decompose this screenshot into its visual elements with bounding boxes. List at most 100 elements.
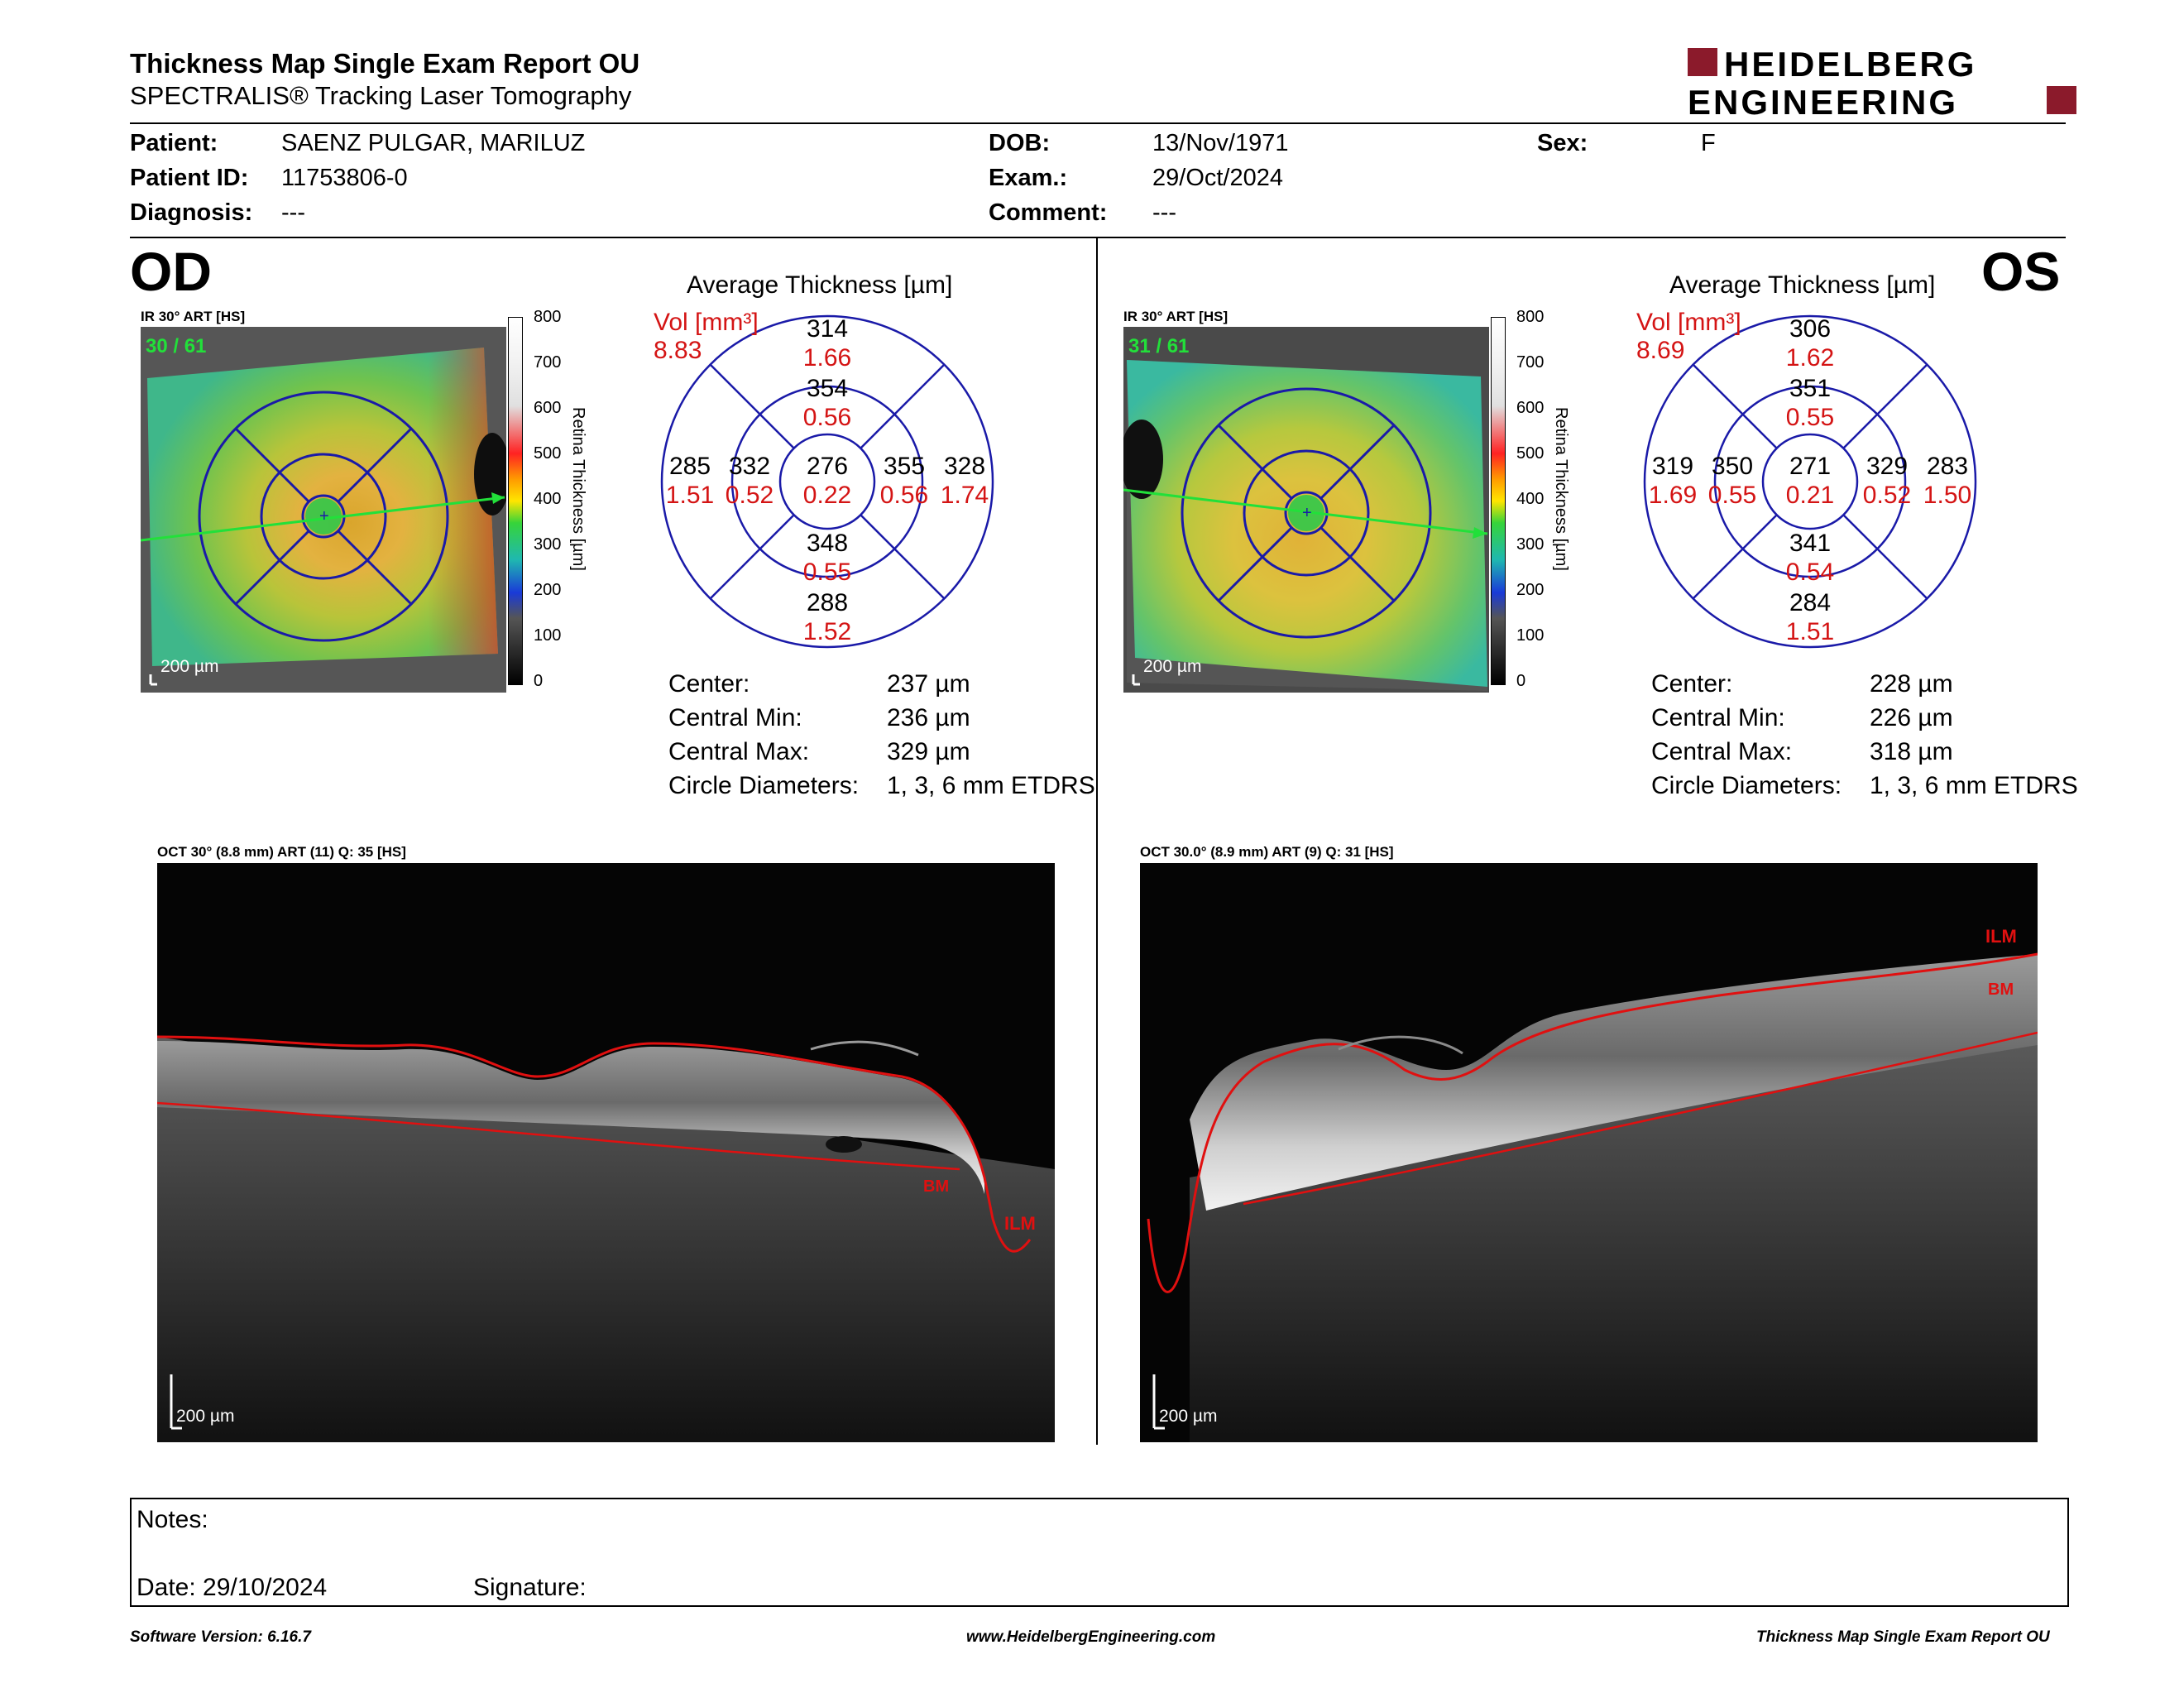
od-min-value: 236 µm xyxy=(887,704,970,731)
os-ilm-label: ILM xyxy=(1985,926,2017,947)
od-inner-right-vol: 0.56 xyxy=(880,482,928,509)
os-inner-inf-thick: 341 xyxy=(1789,530,1831,557)
os-cb-400: 400 xyxy=(1516,490,1545,508)
os-inner-inf-vol: 0.54 xyxy=(1786,559,1834,586)
os-etdrs-grid: 306 1.62 351 0.55 271 0.21 350 0.55 329 … xyxy=(1643,314,1977,649)
od-max-value: 329 µm xyxy=(887,738,970,765)
diagnosis-value: --- xyxy=(281,199,305,226)
os-diam-label: Circle Diameters: xyxy=(1651,772,1842,799)
os-avg-title: Average Thickness [µm] xyxy=(1669,271,1936,299)
os-oct-caption: OCT 30.0° (8.9 mm) ART (9) Q: 31 [HS] xyxy=(1140,844,1394,860)
od-outer-sup-thick: 314 xyxy=(807,315,848,343)
od-cb-700: 700 xyxy=(534,353,562,372)
os-bm-label: BM xyxy=(1988,981,2014,999)
os-oct-scale: 200 µm xyxy=(1159,1407,1218,1426)
od-min-label: Central Min: xyxy=(668,704,802,731)
os-outer-right-thick: 283 xyxy=(1927,453,1968,480)
os-outer-left-thick: 319 xyxy=(1652,453,1693,480)
od-cb-0: 0 xyxy=(534,672,544,690)
dob-value: 13/Nov/1971 xyxy=(1152,130,1289,156)
od-outer-inf-thick: 288 xyxy=(807,589,848,616)
os-eye-label: OS xyxy=(1981,241,2061,302)
od-bm-label: BM xyxy=(923,1177,949,1196)
notes-signature-label: Signature: xyxy=(473,1574,587,1601)
od-outer-right-vol: 1.74 xyxy=(941,482,989,509)
od-oct-caption: OCT 30° (8.8 mm) ART (11) Q: 35 [HS] xyxy=(157,844,406,860)
os-center-label: Center: xyxy=(1651,670,1733,698)
report-title: Thickness Map Single Exam Report OU xyxy=(130,48,640,79)
os-map-outer-ring xyxy=(1181,387,1432,639)
diagnosis-label: Diagnosis: xyxy=(130,199,253,226)
exam-value: 29/Oct/2024 xyxy=(1152,165,1283,191)
os-inner-right-thick: 329 xyxy=(1866,453,1908,480)
svg-text:+: + xyxy=(319,507,329,525)
patient-divider xyxy=(130,237,2066,238)
od-cb-200: 200 xyxy=(534,581,562,599)
od-inner-right-thick: 355 xyxy=(884,453,925,480)
footer-software-version: Software Version: 6.16.7 xyxy=(130,1628,311,1646)
os-oct-bscan: BM ILM xyxy=(1140,863,2038,1442)
od-center-vol: 0.22 xyxy=(803,482,851,509)
os-outer-right-vol: 1.50 xyxy=(1923,482,1971,509)
os-diam-value: 1, 3, 6 mm ETDRS xyxy=(1870,772,2078,799)
od-cb-100: 100 xyxy=(534,626,562,645)
os-min-value: 226 µm xyxy=(1870,704,1953,731)
od-oct-scale: 200 µm xyxy=(176,1407,235,1426)
os-inner-left-vol: 0.55 xyxy=(1708,482,1756,509)
os-max-value: 318 µm xyxy=(1870,738,1953,765)
od-outer-left-thick: 285 xyxy=(669,453,711,480)
sex-value: F xyxy=(1701,130,1716,156)
od-inner-left-thick: 332 xyxy=(729,453,770,480)
sex-label: Sex: xyxy=(1537,130,1588,156)
os-cb-200: 200 xyxy=(1516,581,1545,599)
od-inner-sup-vol: 0.56 xyxy=(803,404,851,431)
os-outer-sup-thick: 306 xyxy=(1789,315,1831,343)
os-frame-count: 31 / 61 xyxy=(1128,335,1190,357)
footer-report-name: Thickness Map Single Exam Report OU xyxy=(1756,1628,2050,1646)
notes-date: Date: 29/10/2024 xyxy=(136,1574,328,1601)
os-inner-left-thick: 350 xyxy=(1712,453,1753,480)
od-outer-sup-vol: 1.66 xyxy=(803,344,851,372)
os-map-inner-ring xyxy=(1243,449,1370,577)
od-cb-500: 500 xyxy=(534,444,562,463)
footer-website[interactable]: www.HeidelbergEngineering.com xyxy=(966,1628,1216,1646)
od-center-thick: 276 xyxy=(807,453,848,480)
os-inner-sup-vol: 0.55 xyxy=(1786,404,1834,431)
od-avg-title: Average Thickness [µm] xyxy=(687,271,953,299)
od-vol-label: Vol [mm³] xyxy=(654,309,759,336)
od-frame-count: 30 / 61 xyxy=(146,335,207,357)
od-oct-bscan: BM ILM xyxy=(157,863,1055,1442)
od-inner-inf-thick: 348 xyxy=(807,530,848,557)
od-bm-line xyxy=(157,1101,960,1171)
dob-label: DOB: xyxy=(989,130,1051,156)
os-ir-caption: IR 30° ART [HS] xyxy=(1123,309,1228,324)
notes-box[interactable]: Notes: Date: 29/10/2024 Signature: xyxy=(130,1498,2069,1607)
od-ilm-label: ILM xyxy=(1004,1213,1036,1234)
od-thickness-map: + xyxy=(141,327,506,693)
svg-text:+: + xyxy=(1302,504,1312,522)
od-outer-inf-vol: 1.52 xyxy=(803,618,851,645)
od-cb-400: 400 xyxy=(534,490,562,508)
logo-line2: ENGINEERING xyxy=(1688,83,1958,119)
od-vol-total: 8.83 xyxy=(654,337,702,364)
od-cb-300: 300 xyxy=(534,535,562,554)
os-scan-line xyxy=(1123,488,1488,535)
os-cb-300: 300 xyxy=(1516,535,1545,554)
os-cb-600: 600 xyxy=(1516,399,1545,417)
os-bm-line xyxy=(1243,1031,2038,1206)
od-inner-inf-vol: 0.55 xyxy=(803,559,851,586)
os-cb-100: 100 xyxy=(1516,626,1545,645)
notes-label: Notes: xyxy=(136,1506,208,1533)
od-inner-sup-thick: 354 xyxy=(807,375,848,402)
os-min-label: Central Min: xyxy=(1651,704,1785,731)
eye-divider xyxy=(1096,238,1098,1445)
od-colorbar-title: Retina Thickness [µm] xyxy=(569,407,587,571)
comment-value: --- xyxy=(1152,199,1176,226)
comment-label: Comment: xyxy=(989,199,1108,226)
od-max-label: Central Max: xyxy=(668,738,810,765)
os-outer-left-vol: 1.69 xyxy=(1649,482,1697,509)
os-vol-label: Vol [mm³] xyxy=(1636,309,1741,336)
od-inner-left-vol: 0.52 xyxy=(726,482,774,509)
os-inner-sup-thick: 351 xyxy=(1789,375,1831,402)
header-divider xyxy=(130,122,2066,124)
